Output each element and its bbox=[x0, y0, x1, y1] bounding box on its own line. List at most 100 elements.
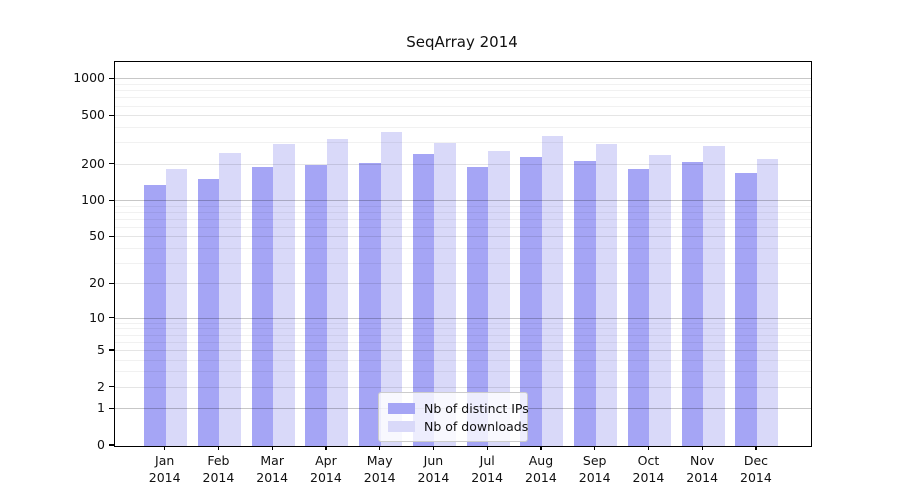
bar-distinct-ips-aug bbox=[520, 157, 542, 446]
legend: Nb of distinct IPs Nb of downloads bbox=[378, 392, 529, 442]
legend-item-downloads: Nb of downloads bbox=[388, 417, 528, 435]
plot-area bbox=[114, 61, 812, 447]
bar-distinct-ips-nov bbox=[681, 161, 704, 446]
y-tick-1000 bbox=[109, 77, 114, 80]
x-tick-nov bbox=[701, 446, 703, 450]
x-tick-sep bbox=[594, 446, 596, 450]
bar-downloads-jun bbox=[434, 142, 456, 446]
bar-distinct-ips-jun bbox=[412, 153, 435, 446]
x-tick-may bbox=[379, 446, 381, 450]
y-tick-label-2: 2 bbox=[97, 378, 105, 394]
y-tick-label-5: 5 bbox=[97, 341, 105, 357]
gridline-30 bbox=[115, 262, 811, 264]
bar-downloads-feb bbox=[219, 152, 241, 446]
bar-downloads-apr bbox=[326, 138, 349, 446]
legend-swatch-distinct-ips bbox=[388, 402, 415, 414]
gridline-90 bbox=[115, 205, 811, 207]
gridline-60 bbox=[115, 226, 811, 228]
bar-downloads-jul bbox=[488, 150, 510, 446]
bar-distinct-ips-jul bbox=[466, 166, 489, 446]
bar-distinct-ips-jan bbox=[144, 184, 166, 446]
x-tick-jun bbox=[432, 446, 435, 450]
gridline-50 bbox=[115, 236, 811, 238]
gridline-10 bbox=[115, 317, 811, 319]
bar-downloads-sep bbox=[595, 143, 618, 446]
x-tick-mar bbox=[271, 446, 273, 450]
x-tick-oct bbox=[647, 446, 650, 450]
bar-distinct-ips-oct bbox=[627, 169, 650, 446]
gridline-8 bbox=[115, 328, 811, 330]
bar-downloads-may bbox=[380, 132, 403, 446]
gridline-300 bbox=[115, 142, 811, 144]
gridline-200 bbox=[115, 163, 811, 165]
x-tick-label-jan: Jan 2014 bbox=[148, 453, 181, 485]
y-tick-label-1000: 1000 bbox=[73, 70, 105, 86]
x-tick-label-jul: Jul 2014 bbox=[471, 453, 504, 485]
y-tick-label-10: 10 bbox=[89, 309, 105, 325]
bar-downloads-oct bbox=[649, 155, 671, 446]
bar-downloads-mar bbox=[273, 144, 295, 446]
gridline-100 bbox=[115, 200, 811, 202]
legend-label-distinct-ips: Nb of distinct IPs bbox=[424, 400, 529, 416]
y-tick-100 bbox=[109, 199, 114, 201]
x-tick-label-may: May 2014 bbox=[363, 453, 396, 485]
y-tick-0 bbox=[109, 444, 114, 446]
y-tick-label-0: 0 bbox=[97, 437, 105, 452]
y-tick-label-1: 1 bbox=[97, 400, 105, 416]
gridline-800 bbox=[115, 90, 811, 92]
x-tick-label-nov: Nov 2014 bbox=[686, 453, 719, 485]
y-tick-1 bbox=[109, 407, 114, 409]
legend-swatch-downloads bbox=[388, 420, 415, 432]
bar-downloads-dec bbox=[756, 158, 779, 446]
gridline-700 bbox=[115, 97, 811, 99]
x-tick-label-jun: Jun 2014 bbox=[417, 453, 450, 485]
gridline-400 bbox=[115, 127, 811, 128]
gridline-20 bbox=[115, 283, 811, 285]
x-tick-label-apr: Apr 2014 bbox=[310, 453, 342, 485]
x-tick-label-mar: Mar 2014 bbox=[256, 453, 289, 485]
bar-distinct-ips-apr bbox=[305, 165, 327, 446]
bar-distinct-ips-dec bbox=[735, 173, 757, 446]
chart-title: SeqArray 2014 bbox=[406, 33, 518, 51]
gridline-4 bbox=[115, 359, 811, 361]
x-tick-label-sep: Sep 2014 bbox=[578, 453, 611, 485]
y-tick-20 bbox=[109, 282, 114, 285]
y-tick-label-20: 20 bbox=[89, 275, 105, 291]
x-tick-jul bbox=[486, 446, 488, 450]
x-tick-jan bbox=[164, 446, 166, 450]
gridline-5 bbox=[115, 349, 811, 351]
y-tick-2 bbox=[109, 386, 114, 388]
y-tick-200 bbox=[109, 163, 114, 165]
gridline-6 bbox=[115, 341, 811, 343]
y-tick-5 bbox=[109, 349, 114, 351]
gridline-1000 bbox=[115, 78, 811, 80]
legend-item-distinct-ips: Nb of distinct IPs bbox=[388, 399, 529, 417]
y-tick-50 bbox=[109, 235, 114, 237]
x-tick-aug bbox=[540, 446, 542, 450]
gridline-80 bbox=[115, 211, 811, 213]
bar-downloads-nov bbox=[703, 145, 725, 446]
y-tick-10 bbox=[109, 317, 114, 319]
gridline-9 bbox=[115, 322, 811, 324]
bar-downloads-jan bbox=[165, 168, 188, 446]
gridline-40 bbox=[115, 247, 811, 249]
x-tick-label-aug: Aug 2014 bbox=[525, 453, 557, 485]
bar-distinct-ips-may bbox=[359, 163, 381, 446]
legend-label-downloads: Nb of downloads bbox=[424, 418, 529, 434]
gridline-7 bbox=[115, 334, 811, 336]
bar-downloads-aug bbox=[541, 135, 564, 446]
x-tick-feb bbox=[217, 446, 220, 450]
y-tick-label-100: 100 bbox=[81, 192, 105, 208]
gridline-900 bbox=[115, 84, 811, 86]
y-tick-label-200: 200 bbox=[81, 155, 105, 171]
x-tick-dec bbox=[755, 446, 757, 450]
gridline-2 bbox=[115, 386, 811, 388]
bar-distinct-ips-mar bbox=[251, 167, 274, 446]
gridline-3 bbox=[115, 371, 811, 373]
gridline-500 bbox=[115, 115, 811, 117]
gridline-70 bbox=[115, 218, 811, 220]
x-tick-label-oct: Oct 2014 bbox=[632, 453, 665, 485]
bar-distinct-ips-sep bbox=[574, 160, 596, 446]
y-tick-label-500: 500 bbox=[81, 107, 105, 123]
